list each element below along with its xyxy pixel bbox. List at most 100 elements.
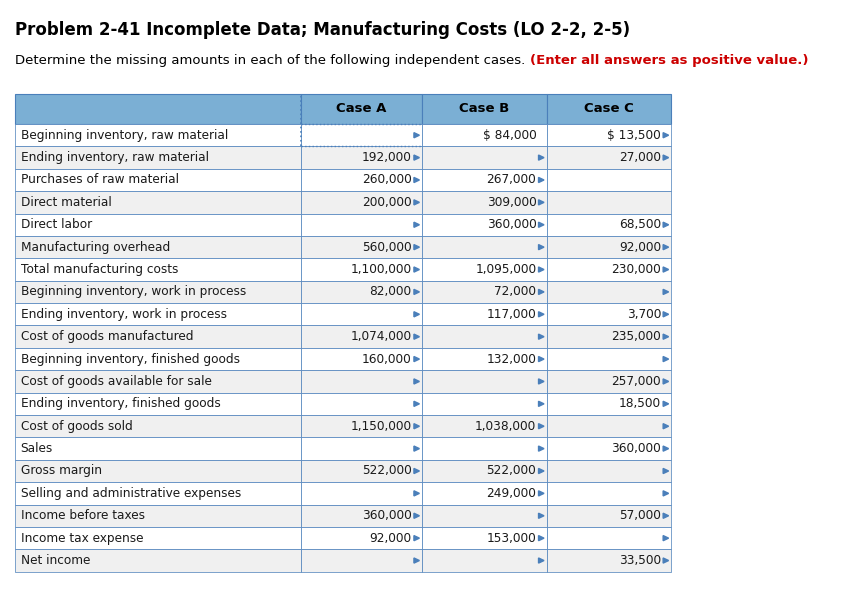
Bar [546,527,671,549]
Polygon shape [414,424,420,429]
Text: Income before taxes: Income before taxes [21,509,144,522]
Text: 33,500: 33,500 [619,554,661,567]
Text: (Enter all answers as positive value.): (Enter all answers as positive value.) [530,54,808,67]
Polygon shape [539,155,544,160]
Bar [301,325,422,348]
Polygon shape [663,334,669,339]
Bar [15,281,301,303]
Text: 260,000: 260,000 [362,174,412,186]
Polygon shape [663,513,669,518]
Bar [15,460,301,482]
Polygon shape [539,289,544,295]
Bar [422,460,546,482]
Text: 360,000: 360,000 [486,218,536,231]
Polygon shape [663,312,669,317]
Bar [422,303,546,325]
Polygon shape [414,177,420,183]
Text: 92,000: 92,000 [619,241,661,253]
Polygon shape [414,535,420,541]
Polygon shape [663,356,669,362]
Text: 3,700: 3,700 [627,308,661,321]
Text: Gross margin: Gross margin [21,465,102,477]
Polygon shape [663,155,669,160]
Polygon shape [414,513,420,518]
Polygon shape [539,334,544,339]
Bar [422,370,546,393]
Text: 257,000: 257,000 [611,375,661,388]
Bar [301,214,422,236]
Polygon shape [539,446,544,451]
Polygon shape [414,334,420,339]
Bar [546,505,671,527]
Bar [422,169,546,191]
Bar [15,370,301,393]
Polygon shape [663,401,669,407]
Bar [546,303,671,325]
Bar [546,348,671,370]
Text: Ending inventory, finished goods: Ending inventory, finished goods [21,397,221,410]
Polygon shape [663,222,669,227]
Text: $ 84,000: $ 84,000 [482,129,536,142]
Polygon shape [663,132,669,138]
Text: Total manufacturing costs: Total manufacturing costs [21,263,178,276]
Polygon shape [414,200,420,205]
Polygon shape [539,177,544,183]
Polygon shape [539,535,544,541]
Bar [546,393,671,415]
Bar [15,549,301,572]
Text: 132,000: 132,000 [486,353,536,365]
Text: 1,100,000: 1,100,000 [351,263,412,276]
Bar [546,460,671,482]
Bar [422,236,546,258]
Text: Purchases of raw material: Purchases of raw material [21,174,179,186]
Text: 92,000: 92,000 [369,532,412,544]
Polygon shape [663,244,669,250]
Bar [301,236,422,258]
Text: Beginning inventory, finished goods: Beginning inventory, finished goods [21,353,239,365]
Bar [546,169,671,191]
Bar [15,94,301,124]
Text: 522,000: 522,000 [362,465,412,477]
Text: Net income: Net income [21,554,90,567]
Bar [301,482,422,505]
Bar [546,370,671,393]
Text: Cost of goods sold: Cost of goods sold [21,420,133,433]
Bar [301,370,422,393]
Polygon shape [663,424,669,429]
Polygon shape [539,491,544,496]
Polygon shape [539,424,544,429]
Bar [15,325,301,348]
Bar [15,348,301,370]
Bar [546,281,671,303]
Bar [546,214,671,236]
Text: Cost of goods manufactured: Cost of goods manufactured [21,330,193,343]
Polygon shape [414,132,420,138]
Bar [15,505,301,527]
Bar [301,303,422,325]
Polygon shape [414,244,420,250]
Text: $ 13,500: $ 13,500 [607,129,661,142]
Text: 522,000: 522,000 [486,465,536,477]
Bar [422,325,546,348]
Text: 200,000: 200,000 [362,196,412,209]
Polygon shape [414,222,420,227]
Polygon shape [539,244,544,250]
Bar [422,527,546,549]
Bar [546,415,671,437]
Text: Sales: Sales [21,442,53,455]
Polygon shape [663,535,669,541]
Bar [301,348,422,370]
Bar [546,482,671,505]
Text: 560,000: 560,000 [362,241,412,253]
Polygon shape [414,267,420,272]
Text: Case A: Case A [336,102,386,116]
Polygon shape [539,513,544,518]
Text: 153,000: 153,000 [486,532,536,544]
Text: Determine the missing amounts in each of the following independent cases.: Determine the missing amounts in each of… [15,54,530,67]
Text: 267,000: 267,000 [486,174,536,186]
Bar [546,191,671,214]
Bar [422,482,546,505]
Bar [422,146,546,169]
Bar [546,124,671,146]
Bar [301,169,422,191]
